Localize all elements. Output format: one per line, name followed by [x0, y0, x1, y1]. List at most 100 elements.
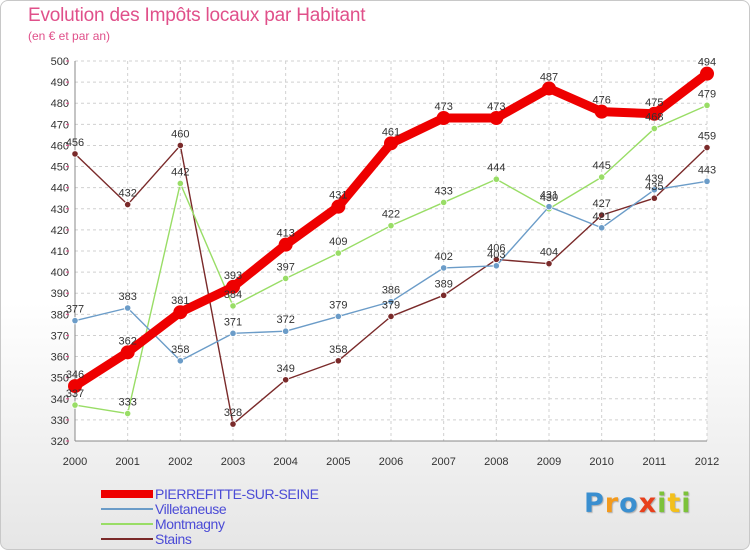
data-label: 421 — [592, 211, 610, 223]
data-label: 381 — [171, 295, 189, 307]
data-label: 377 — [66, 304, 84, 316]
data-point — [124, 304, 132, 312]
legend-swatch — [101, 508, 153, 510]
data-point — [334, 357, 342, 365]
proxiti-logo: Proxiti — [584, 488, 692, 519]
data-point — [650, 124, 658, 133]
y-tick-label: 460 — [51, 140, 69, 152]
data-point — [703, 177, 711, 185]
y-tick-label: 450 — [51, 162, 69, 174]
logo-letter: i — [657, 488, 668, 519]
data-point — [650, 194, 658, 202]
data-point — [71, 317, 79, 325]
data-label: 379 — [329, 299, 347, 311]
data-label: 475 — [645, 97, 663, 109]
x-tick-label: 2007 — [431, 456, 455, 468]
data-label: 397 — [276, 261, 294, 273]
legend-label: Villetaneuse — [155, 501, 227, 517]
data-label: 460 — [171, 128, 189, 140]
legend-swatch — [101, 538, 153, 540]
data-point — [226, 279, 240, 294]
data-point — [542, 81, 556, 96]
x-tick-label: 2012 — [695, 456, 719, 468]
data-point — [436, 111, 451, 125]
data-point — [598, 211, 606, 219]
y-tick-label: 500 — [51, 56, 69, 68]
data-point — [71, 401, 79, 409]
data-point — [282, 376, 290, 384]
data-point — [598, 173, 606, 181]
data-point — [124, 409, 132, 418]
data-point — [71, 150, 79, 158]
data-label: 445 — [592, 160, 610, 172]
data-point — [703, 143, 711, 152]
data-label: 413 — [276, 228, 294, 240]
data-label: 461 — [382, 126, 400, 138]
logo-letter: r — [604, 488, 620, 519]
data-label: 328 — [224, 407, 242, 419]
data-point — [440, 264, 448, 272]
data-label: 337 — [66, 388, 84, 400]
legend-swatch — [101, 523, 153, 525]
data-point — [176, 179, 184, 188]
x-tick-label: 2002 — [168, 456, 192, 468]
data-label: 383 — [118, 291, 136, 303]
y-tick-label: 480 — [51, 98, 69, 110]
y-tick-label: 320 — [51, 436, 69, 448]
x-tick-label: 2000 — [63, 456, 87, 468]
data-label: 372 — [276, 314, 294, 326]
data-point — [173, 305, 188, 320]
data-point — [492, 262, 500, 270]
data-label: 479 — [698, 88, 716, 100]
data-label: 439 — [645, 173, 663, 185]
data-label: 459 — [698, 131, 716, 143]
data-label: 406 — [487, 242, 505, 254]
data-label: 431 — [540, 190, 558, 202]
data-label: 403 — [487, 249, 505, 261]
data-label: 346 — [66, 369, 84, 381]
data-label: 442 — [171, 166, 189, 178]
data-point — [545, 203, 553, 211]
legend-label: Montmagny — [155, 516, 225, 532]
data-point — [384, 136, 398, 151]
y-tick-label: 350 — [51, 373, 69, 385]
y-tick-label: 370 — [51, 330, 69, 342]
data-point — [229, 302, 237, 310]
data-label: 427 — [592, 198, 610, 210]
data-label: 389 — [434, 278, 452, 290]
data-point — [334, 312, 342, 321]
data-label: 473 — [434, 101, 452, 113]
data-point — [278, 237, 293, 252]
logo-letter: i — [681, 488, 692, 519]
data-label: 432 — [118, 188, 136, 200]
logo-letter: x — [638, 488, 658, 519]
data-label: 444 — [487, 162, 505, 174]
y-tick-label: 380 — [51, 309, 69, 321]
data-point — [440, 291, 448, 299]
data-point — [700, 66, 714, 81]
y-tick-label: 340 — [51, 394, 69, 406]
data-label: 431 — [329, 190, 347, 202]
data-label: 358 — [171, 344, 189, 356]
data-point — [650, 186, 658, 194]
series-pierrefitte-sur-seine — [68, 66, 714, 394]
data-label: 468 — [645, 112, 663, 124]
data-label: 358 — [329, 344, 347, 356]
data-label: 476 — [592, 95, 610, 107]
data-point — [647, 106, 662, 121]
data-label: 393 — [224, 270, 242, 282]
data-point — [387, 298, 395, 306]
y-tick-label: 420 — [51, 225, 69, 237]
x-tick-label: 2010 — [589, 456, 613, 468]
legend-label: PIERREFITTE-SUR-SEINE — [155, 486, 319, 502]
data-label: 379 — [382, 299, 400, 311]
data-point — [492, 175, 500, 183]
data-label: 433 — [434, 185, 452, 197]
logo-letter: t — [667, 488, 682, 519]
series-stains — [71, 141, 711, 428]
data-label: 487 — [540, 71, 558, 83]
data-point — [334, 249, 342, 257]
data-label: 494 — [698, 57, 716, 69]
